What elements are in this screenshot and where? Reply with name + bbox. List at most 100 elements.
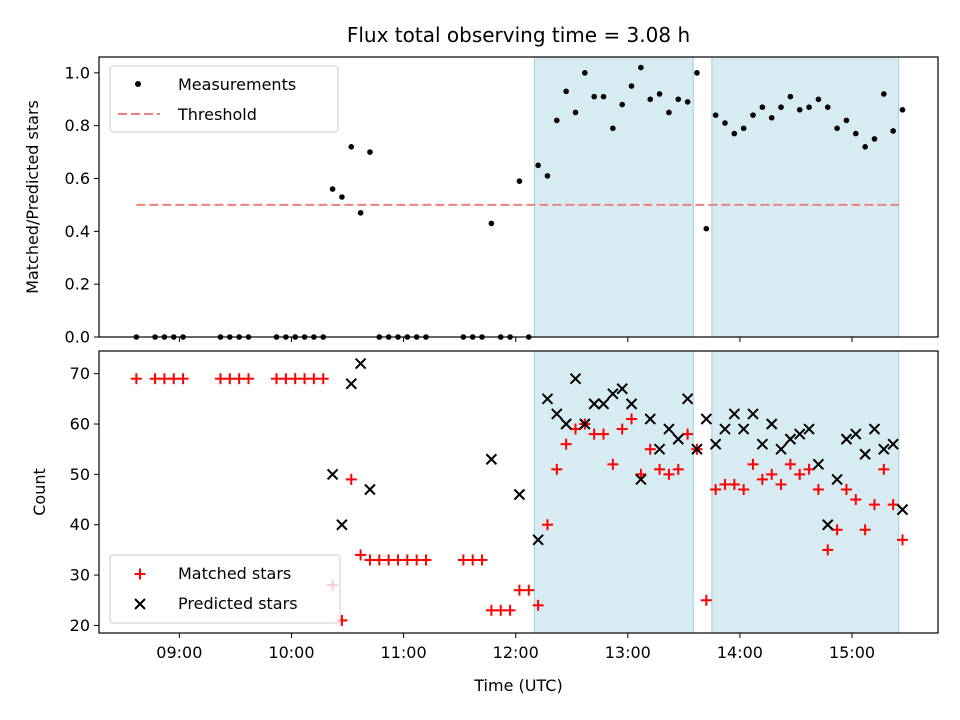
predicted-star-point (756, 438, 769, 450)
predicted-star-point (326, 468, 339, 481)
legend-measurements-label: Measurements (178, 75, 296, 94)
matched-star-point (784, 458, 796, 470)
top-y-tick-label: 0.6 (65, 169, 90, 188)
matched-star-point (420, 554, 432, 566)
bottom-legend-box (109, 554, 341, 624)
matched-star-point (868, 499, 880, 511)
matched-star-point (710, 483, 722, 495)
predicted-star-point (485, 453, 498, 465)
predicted-star-point (737, 423, 750, 435)
matched-star-point (513, 584, 525, 596)
matched-star-point (663, 468, 675, 480)
predicted-star-point (887, 438, 899, 450)
measurement-point (582, 70, 588, 76)
measurement-point (610, 125, 616, 132)
legend-matched-marker (134, 568, 146, 580)
predicted-star-point (541, 393, 554, 405)
top-measurement-points (133, 64, 906, 340)
matched-star-point (214, 373, 226, 385)
matched-star-point (401, 554, 413, 566)
predicted-star-point (336, 519, 348, 531)
predicted-star-point (597, 398, 610, 410)
top-y-tick-label: 0.0 (65, 328, 90, 347)
x-tick-label: 13:00 (605, 643, 651, 662)
predicted-star-point (700, 413, 713, 425)
bottom-y-ticks: 20 30 40 50 60 70 (70, 364, 99, 635)
legend-matched-plus (134, 568, 146, 580)
predicted-star-point (672, 433, 684, 445)
predicted-star-point (551, 408, 563, 420)
predicted-star-point (681, 393, 694, 405)
predicted-star-point (691, 443, 703, 455)
matched-star-point (672, 463, 684, 475)
predicted-star-point (878, 443, 890, 455)
top-y-tick-label: 0.4 (65, 222, 90, 241)
x-tick-label: 10:00 (268, 643, 314, 662)
x-tick-label: 12:00 (493, 643, 539, 662)
predicted-star-point (803, 423, 815, 435)
matched-star-point (149, 373, 161, 385)
predicted-star-point (822, 519, 834, 531)
measurement-point (591, 93, 597, 100)
top-y-ticks: 0.0 0.2 0.4 0.6 0.8 1.0 (65, 63, 99, 347)
matched-star-point (738, 483, 750, 495)
measurement-point (666, 109, 672, 116)
x-tick-label: 15:00 (829, 643, 875, 662)
matched-star-point (775, 478, 787, 490)
matched-star-point (878, 463, 890, 475)
predicted-star-point (588, 398, 600, 410)
measurement-point (600, 93, 607, 100)
predicted-star-point (728, 408, 741, 420)
matched-star-point (158, 373, 170, 385)
measurement-point (656, 91, 663, 97)
matched-star-point (308, 373, 320, 385)
measurement-point (638, 64, 644, 71)
matched-star-point (654, 463, 666, 475)
measurement-point (367, 149, 373, 155)
matched-star-point (271, 373, 283, 385)
legend-threshold-label: Threshold (177, 105, 257, 124)
matched-star-point (532, 599, 544, 611)
predicted-star-point (364, 483, 376, 496)
matched-star-point (700, 594, 712, 606)
matched-star-point (588, 428, 600, 440)
bottom-y-tick-label: 50 (70, 465, 90, 484)
predicted-star-point (831, 473, 843, 486)
legend-predicted-marker (134, 598, 146, 610)
bottom-axes-frame (98, 350, 939, 634)
measurement-point (329, 186, 336, 192)
bottom-y-axis-label: Count (30, 468, 49, 516)
measurement-point (619, 101, 626, 108)
predicted-star-point (560, 418, 572, 430)
predicted-star-point (868, 423, 881, 435)
bottom-legend: Matched stars Predicted stars (109, 554, 341, 624)
matched-star-point (616, 423, 628, 435)
predicted-star-point (850, 428, 862, 440)
predicted-star-point (345, 378, 357, 390)
matched-star-point (299, 373, 311, 385)
measurement-point (768, 114, 775, 121)
matched-star-point (289, 373, 301, 385)
matched-star-point (457, 554, 469, 566)
matched-star-point (859, 524, 871, 536)
measurement-point (834, 125, 840, 132)
matched-star-point (840, 483, 852, 495)
matched-star-point (476, 554, 488, 566)
measurement-point (787, 93, 794, 100)
predicted-star-point (569, 372, 582, 385)
measurement-point (516, 178, 523, 184)
measurement-point (712, 112, 719, 118)
matched-star-point (822, 544, 834, 556)
matched-star-point (130, 373, 142, 385)
matched-star-point (345, 473, 357, 485)
top-axes-frame (98, 56, 939, 338)
predicted-star-point (765, 418, 778, 430)
predicted-star-point (625, 398, 638, 410)
bottom-shaded-intervals (533, 350, 900, 634)
matched-star-point (719, 478, 731, 490)
measurement-point (535, 162, 541, 169)
bottom-matched-points (130, 373, 908, 626)
matched-star-point (896, 534, 908, 546)
matched-star-point (504, 604, 516, 616)
predicted-star-point (840, 433, 853, 445)
